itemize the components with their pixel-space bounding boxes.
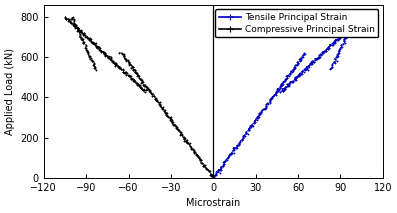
X-axis label: Microstrain: Microstrain	[186, 198, 241, 208]
Legend: Tensile Principal Strain, Compressive Principal Strain: Tensile Principal Strain, Compressive Pr…	[215, 9, 378, 37]
Y-axis label: Applied Load (kN): Applied Load (kN)	[5, 48, 15, 135]
